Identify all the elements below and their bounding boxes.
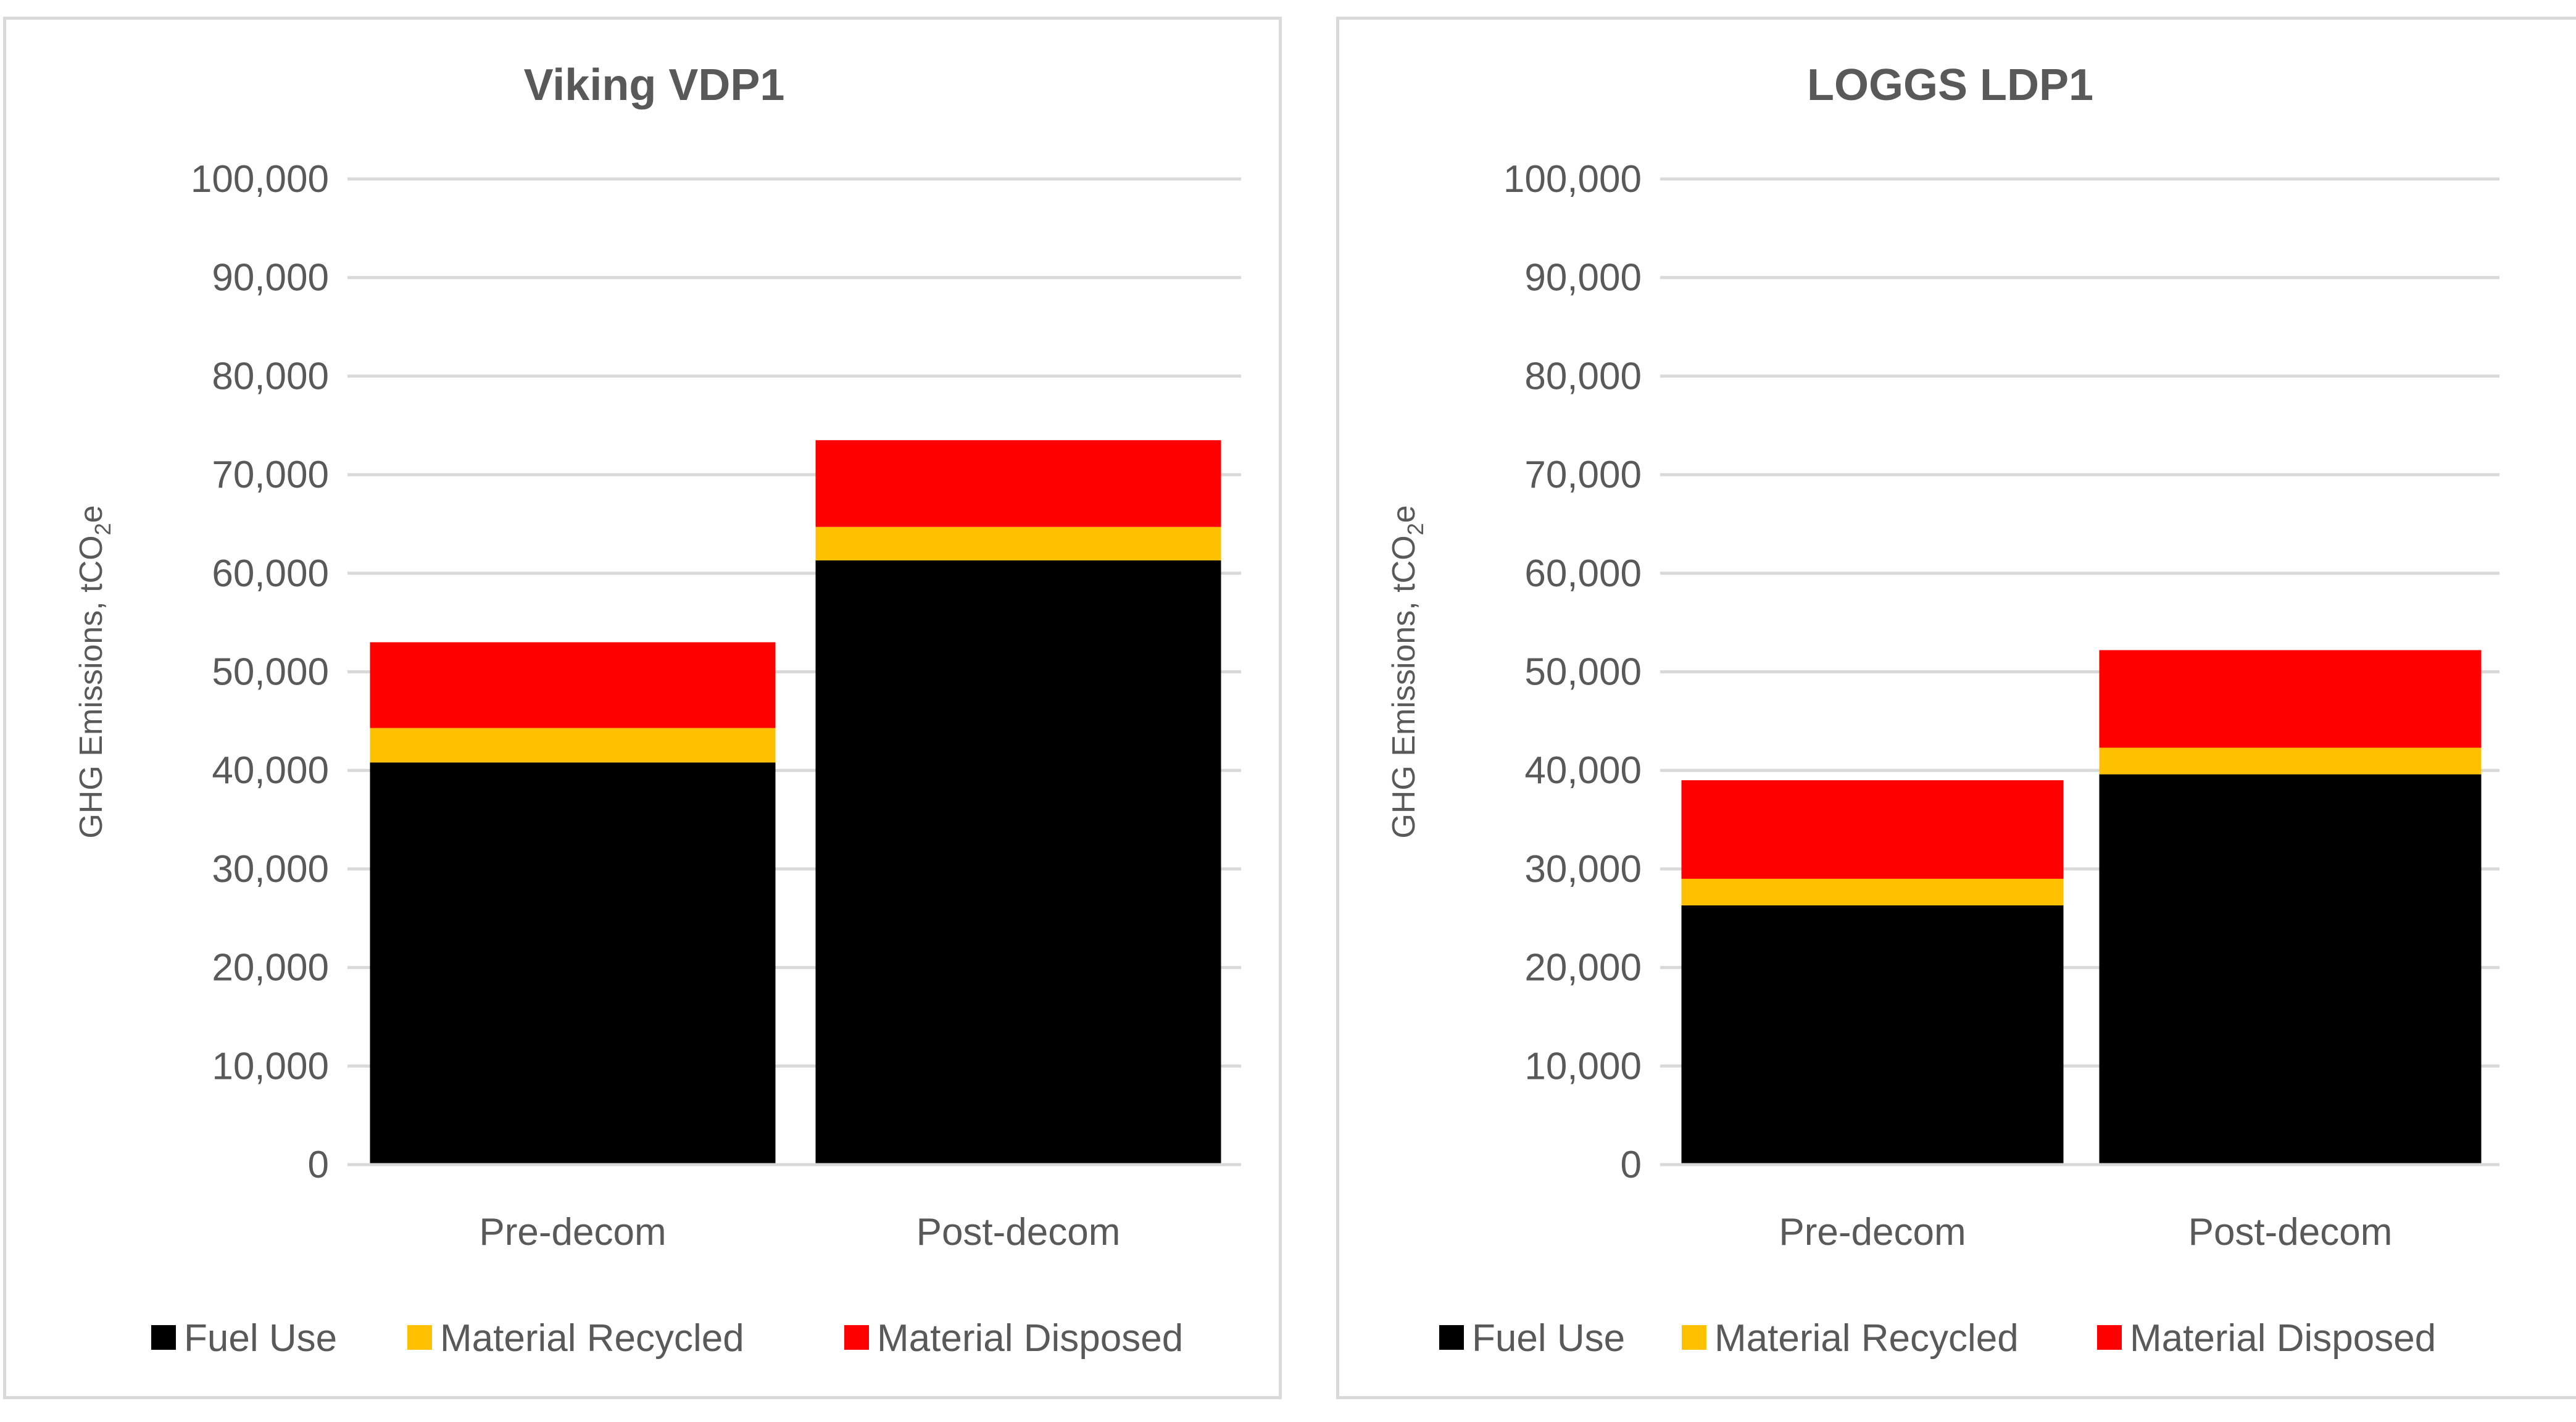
legend-swatch — [151, 1325, 176, 1350]
chart-title: Viking VDP1 — [524, 60, 785, 110]
legend-swatch — [407, 1325, 432, 1350]
y-axis-title: GHG Emissions, tCO2e — [73, 505, 115, 838]
y-tick-label: 10,000 — [212, 1045, 329, 1087]
y-tick-label: 100,000 — [1503, 158, 1642, 201]
y-tick-label: 50,000 — [1524, 651, 1642, 694]
y-tick-label: 40,000 — [1524, 749, 1642, 792]
legend-swatch — [844, 1325, 869, 1350]
bar-segment-fuel-use — [1681, 905, 2064, 1165]
chart-viking-svg: Viking VDP1 0 10,000 20,000 30,000 40,000 50,0… — [73, 60, 1241, 1360]
legend-label: Fuel Use — [1472, 1317, 1625, 1360]
bar-segment-material-disposed — [815, 440, 1221, 527]
y-tick-label: 60,000 — [1524, 552, 1642, 595]
y-tick-label: 100,000 — [191, 158, 329, 201]
legend-label: Fuel Use — [184, 1317, 337, 1360]
chart-loggs-svg: LOGGS LDP1 0 10,000 20,000 30,000 40,000 50,00… — [1386, 60, 2499, 1360]
bar-segment-fuel-use — [370, 762, 776, 1165]
bar-segment-material-recycled — [815, 526, 1221, 561]
legend-label: Material Disposed — [2130, 1317, 2436, 1360]
bar-segment-material-disposed — [1681, 780, 2064, 879]
y-tick-label: 80,000 — [212, 355, 329, 397]
bar-segment-material-disposed — [2099, 650, 2482, 748]
y-tick-label: 0 — [1621, 1144, 1642, 1186]
y-tick-label: 60,000 — [212, 552, 329, 595]
y-tick-label: 30,000 — [212, 848, 329, 891]
x-category-label: Post-decom — [916, 1211, 1121, 1254]
y-tick-label: 80,000 — [1524, 355, 1642, 397]
legend-label: Material Recycled — [1714, 1317, 2019, 1360]
legend-label: Material Recycled — [440, 1317, 744, 1360]
x-category-label: Pre-decom — [1779, 1211, 1966, 1254]
y-tick-label: 30,000 — [1524, 848, 1642, 891]
y-axis-title: GHG Emissions, tCO2e — [1386, 505, 1428, 838]
y-tick-label: 90,000 — [212, 257, 329, 299]
x-category-label: Pre-decom — [479, 1211, 666, 1254]
y-tick-label: 0 — [308, 1144, 329, 1186]
chart-title: LOGGS LDP1 — [1807, 60, 2093, 110]
chart-panel-loggs: LOGGS LDP1 0 10,000 20,000 30,000 40,000 50,00… — [1336, 17, 2576, 1399]
legend-swatch — [2097, 1325, 2122, 1350]
legend-swatch — [1439, 1325, 1464, 1350]
bar-segment-material-disposed — [370, 642, 776, 728]
bar-segment-material-recycled — [370, 728, 776, 763]
bar-segment-fuel-use — [2099, 774, 2482, 1165]
bar-segment-material-recycled — [1681, 878, 2064, 905]
legend-label: Material Disposed — [877, 1317, 1183, 1360]
y-tick-label: 50,000 — [212, 651, 329, 694]
y-tick-label: 10,000 — [1524, 1045, 1642, 1087]
legend-swatch — [1682, 1325, 1706, 1350]
y-tick-label: 70,000 — [212, 454, 329, 496]
y-tick-label: 70,000 — [1524, 454, 1642, 496]
y-tick-label: 20,000 — [1524, 947, 1642, 989]
bar-segment-material-recycled — [2099, 747, 2482, 775]
y-tick-label: 20,000 — [212, 947, 329, 989]
bar-segment-fuel-use — [815, 560, 1221, 1165]
x-category-label: Post-decom — [2188, 1211, 2393, 1254]
y-tick-label: 90,000 — [1524, 257, 1642, 299]
y-tick-label: 40,000 — [212, 749, 329, 792]
chart-panel-viking: Viking VDP1 0 10,000 20,000 30,000 40,000 50,0… — [3, 17, 1282, 1399]
